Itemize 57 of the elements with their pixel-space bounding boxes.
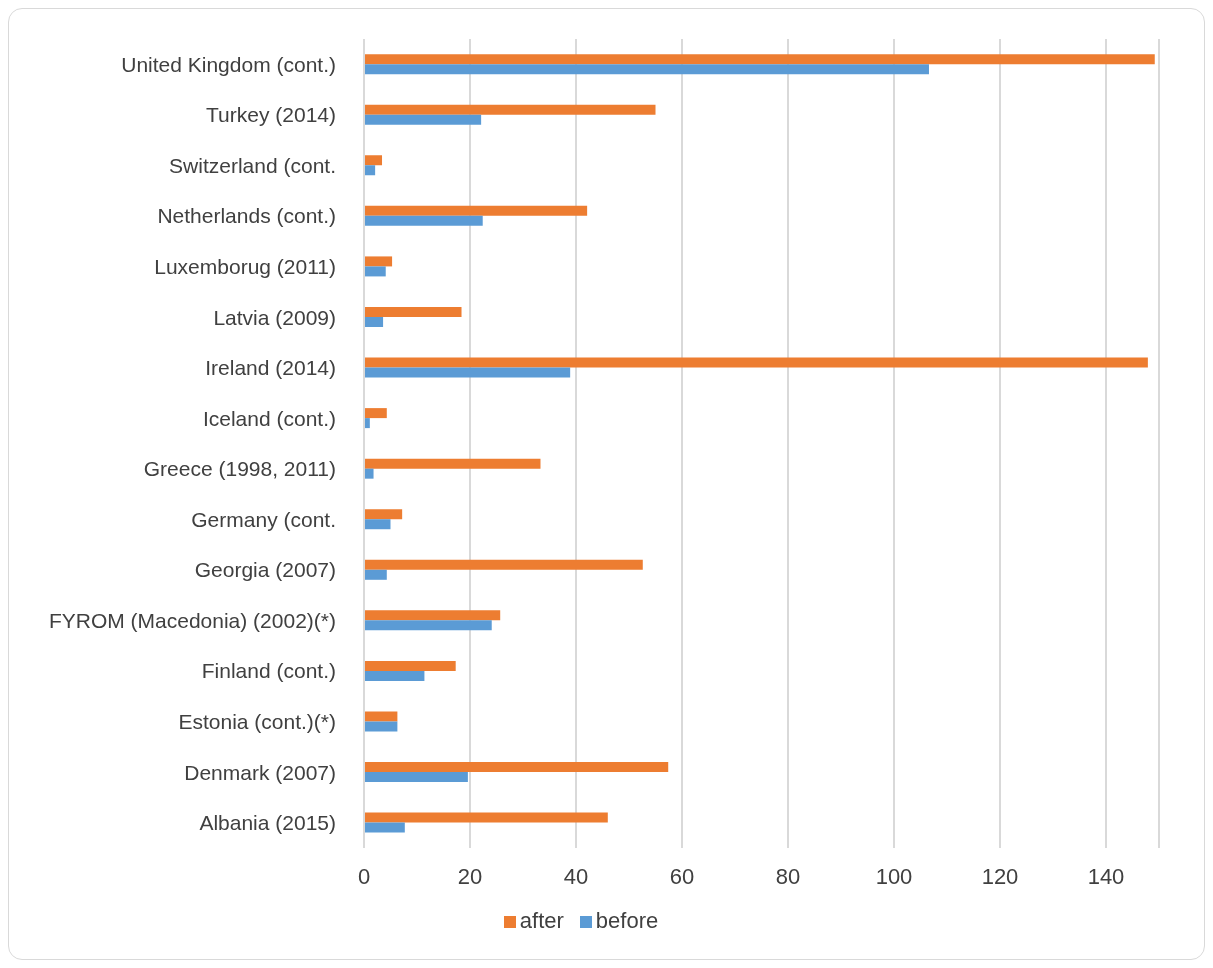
bar <box>364 509 403 520</box>
y-tick-label: Finland (cont.) <box>201 659 336 683</box>
bar <box>364 367 571 378</box>
bar <box>364 205 588 216</box>
bar <box>364 812 608 823</box>
y-tick-label: Georgia (2007) <box>194 558 336 582</box>
bar <box>364 357 1148 368</box>
bar <box>364 620 492 631</box>
bar <box>364 721 398 732</box>
x-tick-label: 80 <box>775 863 801 889</box>
x-tick-label: 120 <box>981 863 1019 889</box>
bar <box>364 519 391 530</box>
bar <box>364 762 669 773</box>
x-tick-label: 40 <box>563 863 589 889</box>
y-tick-label: Iceland (cont.) <box>202 406 336 430</box>
y-tick-label: Luxemborug (2011) <box>154 254 336 278</box>
y-tick-label: FYROM (Macedonia) (2002)(*) <box>48 608 336 632</box>
bar <box>364 266 386 277</box>
bar <box>364 711 398 722</box>
bar <box>364 256 393 267</box>
bar <box>364 569 387 580</box>
y-tick-label: Greece (1998, 2011) <box>143 457 336 481</box>
bar <box>364 114 482 125</box>
bar <box>364 670 425 681</box>
y-tick-label: Germany (cont. <box>191 507 336 531</box>
bar <box>364 772 468 783</box>
x-tick-label: 100 <box>875 863 913 889</box>
legend-label: before <box>595 908 659 933</box>
y-tick-label: Latvia (2009) <box>213 305 336 329</box>
y-tick-label: Estonia (cont.)(*) <box>178 710 336 734</box>
bar <box>364 155 383 166</box>
bar <box>364 468 374 479</box>
x-tick-label: 140 <box>1087 863 1125 889</box>
bar <box>364 610 501 621</box>
y-tick-label: United Kingdom (cont.) <box>121 52 336 76</box>
bar <box>364 458 541 469</box>
y-tick-label: Denmark (2007) <box>184 760 336 784</box>
bar <box>364 104 656 115</box>
bar <box>364 64 929 75</box>
bar <box>364 215 483 226</box>
y-tick-label: Ireland (2014) <box>205 356 336 380</box>
y-tick-label: Turkey (2014) <box>206 103 336 127</box>
bar <box>364 165 376 176</box>
bar <box>364 306 462 317</box>
y-tick-label: Netherlands (cont.) <box>157 204 336 228</box>
legend-label: after <box>519 908 564 933</box>
bar <box>364 54 1155 65</box>
x-tick-label: 0 <box>357 863 371 889</box>
y-tick-label: Albania (2015) <box>199 811 336 835</box>
bar <box>364 316 384 327</box>
bar <box>364 559 643 570</box>
bar <box>364 408 387 419</box>
x-tick-label: 20 <box>457 863 483 889</box>
x-tick-label: 60 <box>669 863 695 889</box>
bar <box>364 822 405 833</box>
y-tick-label: Switzerland (cont. <box>169 153 336 177</box>
bar <box>364 660 456 671</box>
